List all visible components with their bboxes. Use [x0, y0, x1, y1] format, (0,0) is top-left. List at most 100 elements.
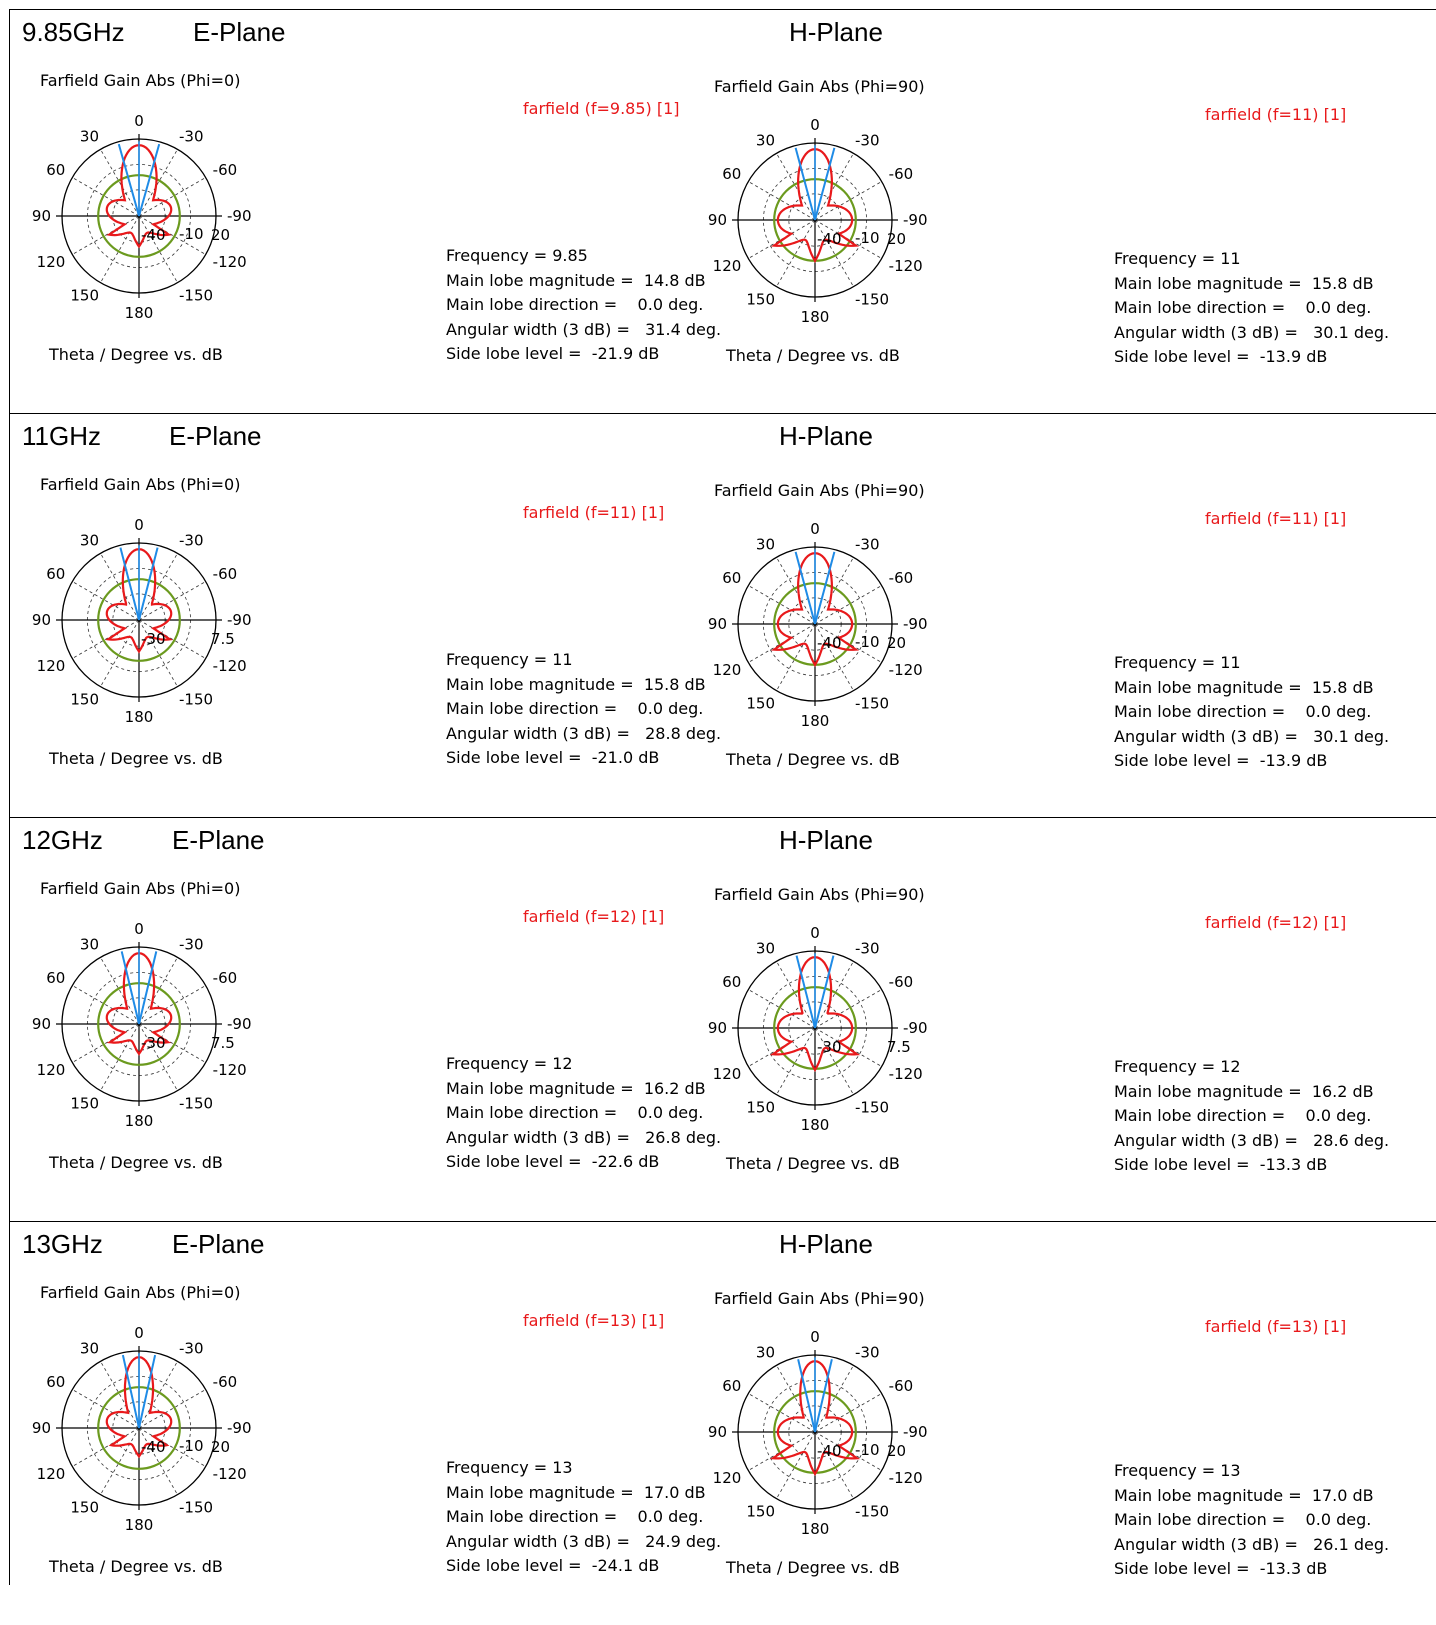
radial-scale-label: -10 [179, 225, 204, 243]
angle-label: 120 [37, 1465, 66, 1483]
radial-scale-label: 20 [887, 1442, 906, 1460]
polar-grid-spoke [138, 177, 206, 217]
angle-label: 180 [801, 712, 830, 730]
angle-label: 0 [134, 920, 144, 938]
farfield-legend: farfield (f=11) [1] [1205, 105, 1347, 124]
angle-label: -60 [213, 161, 238, 179]
polar-grid-spoke [138, 1361, 178, 1429]
polar-grid-spoke [100, 619, 140, 687]
beamwidth-line [117, 143, 140, 217]
angle-label: -90 [227, 611, 252, 629]
angle-label: -30 [855, 939, 880, 957]
lobe-statistics: Frequency = 11 Main lobe magnitude = 15.8… [1114, 651, 1389, 774]
figure-frame [9, 9, 1436, 1585]
radial-scale-label: -40 [141, 226, 166, 244]
stat-line: Side lobe level = -13.9 dB [1114, 751, 1328, 770]
angle-label: 0 [134, 112, 144, 130]
e-plane-label: E-Plane [172, 825, 265, 855]
beamwidth-line [120, 951, 140, 1025]
e-plane-label: E-Plane [172, 1229, 265, 1259]
angle-label: 120 [37, 253, 66, 271]
beamwidth-line [795, 955, 816, 1029]
stat-line: Angular width (3 dB) = 30.1 deg. [1114, 322, 1390, 342]
angle-label: -90 [903, 211, 928, 229]
angle-label: 150 [746, 291, 775, 309]
stat-line: Main lobe direction = 0.0 deg. [446, 295, 704, 314]
farfield-legend: farfield (f=13) [1] [1205, 1317, 1347, 1336]
polar-grid-spoke [814, 1393, 882, 1433]
radial-scale-label: 20 [211, 1438, 230, 1456]
polar-grid-spoke [776, 623, 816, 691]
stat-line: Angular width (3 dB) = 26.8 deg. [446, 1127, 722, 1147]
polar-grid-spoke [776, 1365, 816, 1433]
angle-label: -60 [889, 569, 914, 587]
angle-label: -60 [213, 1373, 238, 1391]
polar-grid-spoke [776, 153, 816, 221]
angle-label: 60 [46, 161, 65, 179]
gain-pattern-curve [770, 552, 860, 668]
stat-line: Main lobe magnitude = 17.0 dB [1114, 1485, 1374, 1505]
stat-line: Side lobe level = -13.9 dB [1114, 347, 1328, 366]
polar-grid-spoke [138, 1023, 178, 1091]
polar-grid-spoke [72, 177, 140, 217]
lobe-statistics: Frequency = 13 Main lobe magnitude = 17.0… [446, 1456, 721, 1579]
axis-caption: Theta / Degree vs. dB [49, 345, 223, 364]
beamwidth-line [814, 1359, 833, 1433]
angle-label: 90 [32, 1419, 51, 1437]
beamwidth-line [797, 1359, 816, 1433]
polar-grid-spoke [72, 581, 140, 621]
angle-label: 90 [32, 611, 51, 629]
frequency-row: 11GHz E-Plane H-Plane Farfield Gain Abs (Ph… [9, 413, 1436, 817]
axis-caption: Theta / Degree vs. dB [49, 1557, 223, 1576]
stat-line: Frequency = 11 [1114, 249, 1241, 268]
radial-scale-label: -30 [141, 630, 166, 648]
polar-grid-spoke [72, 619, 140, 659]
angle-label: 120 [713, 257, 742, 275]
plot-title: Farfield Gain Abs (Phi=0) [40, 879, 241, 898]
angle-label: 0 [810, 520, 820, 538]
polar-grid-spoke [748, 989, 816, 1029]
angle-label: -60 [213, 969, 238, 987]
polar-grid-spoke [72, 985, 140, 1025]
stat-line: Angular width (3 dB) = 24.9 deg. [446, 1531, 722, 1551]
stat-line: Main lobe direction = 0.0 deg. [1114, 1510, 1372, 1529]
stat-line: Main lobe magnitude = 14.8 dB [446, 270, 706, 290]
stat-line: Main lobe magnitude = 16.2 dB [446, 1078, 706, 1098]
angle-label: -120 [889, 257, 923, 275]
radial-scale-label: -40 [817, 1442, 842, 1460]
angle-label: 180 [125, 1112, 154, 1130]
angle-label: -120 [889, 661, 923, 679]
polar-grid-spoke [72, 1389, 140, 1429]
angle-label: 30 [756, 535, 775, 553]
stat-line: Main lobe direction = 0.0 deg. [1114, 298, 1372, 317]
polar-grid-spoke [100, 149, 140, 217]
angle-label: 30 [80, 1339, 99, 1357]
radial-scale-label: 20 [887, 634, 906, 652]
polar-grid-spoke [72, 1023, 140, 1063]
polar-grid-spoke [814, 219, 854, 287]
polar-grid-spoke [776, 961, 816, 1029]
farfield-legend: farfield (f=9.85) [1] [523, 99, 680, 118]
angle-label: 150 [70, 691, 99, 709]
beamwidth-line [119, 547, 140, 621]
axis-caption: Theta / Degree vs. dB [726, 1558, 900, 1577]
angle-label: -60 [889, 973, 914, 991]
stat-line: Main lobe direction = 0.0 deg. [1114, 702, 1372, 721]
polar-grid-spoke [138, 619, 178, 687]
plot-title: Farfield Gain Abs (Phi=0) [40, 475, 241, 494]
e-plane-label: E-Plane [193, 17, 286, 47]
angle-label: 60 [722, 569, 741, 587]
polar-grid-spoke [138, 215, 178, 283]
radial-scale-label: 20 [887, 230, 906, 248]
lobe-statistics: Frequency = 12 Main lobe magnitude = 16.2… [446, 1052, 721, 1175]
polar-grid-spoke [138, 1389, 206, 1429]
beamwidth-line [814, 955, 835, 1029]
polar-grid-spoke [100, 553, 140, 621]
angle-label: 180 [125, 708, 154, 726]
plot-title: Farfield Gain Abs (Phi=90) [714, 77, 925, 96]
h-plane-label: H-Plane [779, 421, 873, 451]
angle-label: 0 [134, 1324, 144, 1342]
